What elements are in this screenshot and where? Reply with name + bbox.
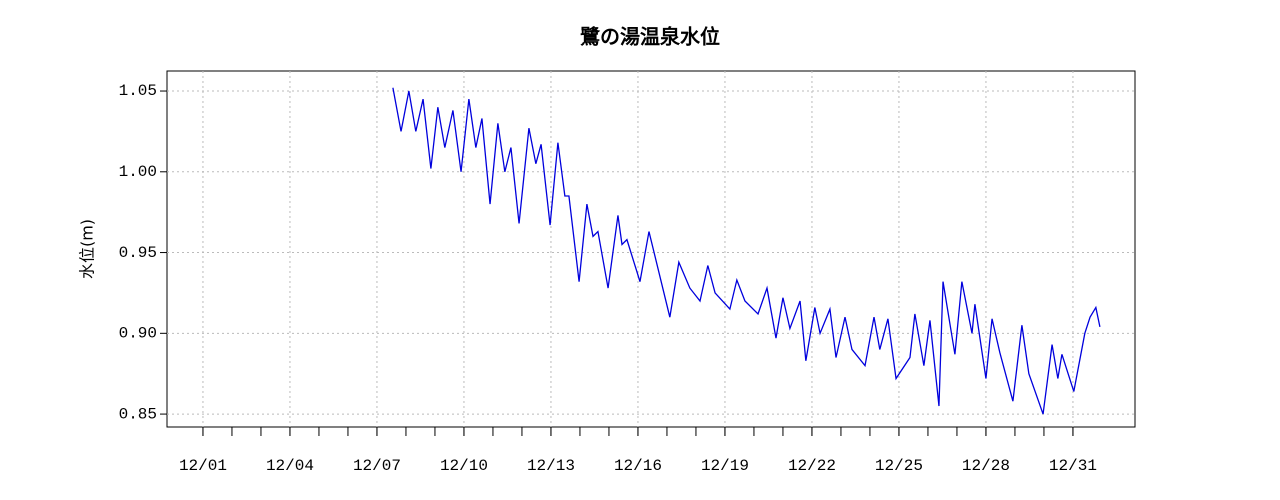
x-tick-label: 12/16 — [614, 457, 662, 475]
chart-title: 鷺の湯温泉水位 — [580, 25, 720, 49]
x-tick-label: 12/31 — [1049, 457, 1097, 475]
x-tick-label: 12/07 — [353, 457, 401, 475]
y-tick-label: 1.05 — [119, 82, 157, 100]
x-tick-label: 12/28 — [962, 457, 1010, 475]
x-tick-label: 12/25 — [875, 457, 923, 475]
plot-frame — [166, 70, 1136, 428]
y-tick-label: 0.85 — [119, 405, 157, 423]
y-tick-label: 0.95 — [119, 244, 157, 262]
y-tick-label: 1.00 — [119, 163, 157, 181]
x-tick-label: 12/13 — [527, 457, 575, 475]
x-tick-label: 12/04 — [266, 457, 314, 475]
y-axis-label: 水位(m) — [78, 219, 97, 279]
x-tick-label: 12/10 — [440, 457, 488, 475]
x-tick-label: 12/19 — [701, 457, 749, 475]
x-tick-label: 12/22 — [788, 457, 836, 475]
line-series — [392, 87, 1101, 415]
x-tick-label: 12/01 — [179, 457, 227, 475]
y-tick-label: 0.90 — [119, 325, 157, 343]
